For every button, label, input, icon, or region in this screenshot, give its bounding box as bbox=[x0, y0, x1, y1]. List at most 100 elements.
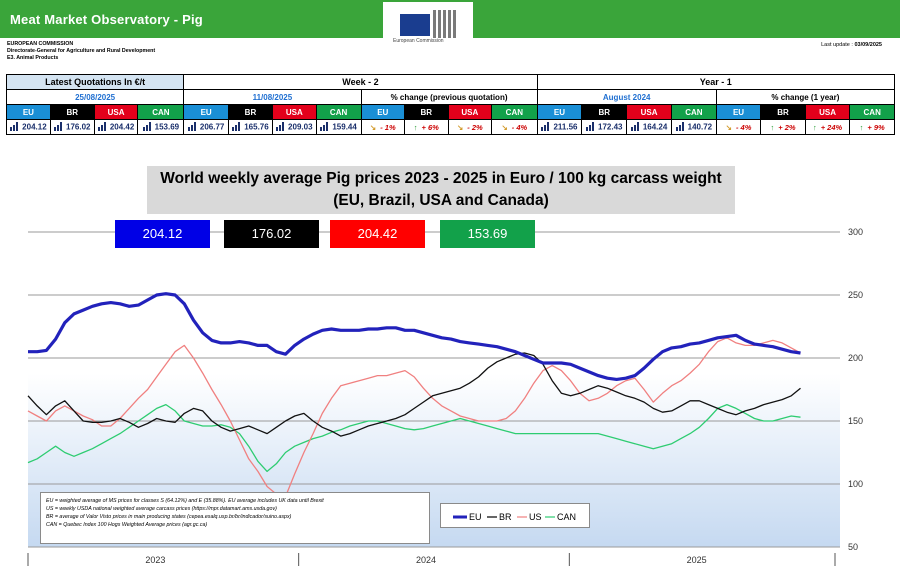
page-title: Meat Market Observatory - Pig bbox=[10, 12, 203, 27]
col-usa: USA bbox=[271, 104, 317, 120]
col-can: CAN bbox=[491, 104, 538, 120]
value-text: 164.24 bbox=[642, 122, 668, 132]
y-tick-label: 50 bbox=[848, 542, 858, 552]
chart-legend: EU BR US CAN bbox=[440, 503, 590, 528]
year-eu-pct: ↘ - 4% bbox=[715, 119, 762, 135]
series-us-line bbox=[27, 337, 801, 498]
bar-chart-icon bbox=[10, 121, 19, 133]
week-eu-value: 206.77 bbox=[183, 119, 230, 135]
trend-arrow-icon: ↑ bbox=[812, 122, 817, 132]
eu-price-box: 204.12 bbox=[115, 220, 210, 248]
col-can: CAN bbox=[137, 104, 185, 120]
trend-arrow-icon: ↑ bbox=[770, 122, 775, 132]
value-text: 159.44 bbox=[332, 122, 357, 132]
y-tick-label: 250 bbox=[848, 290, 863, 300]
col-eu: EU bbox=[6, 104, 51, 120]
building-icon bbox=[430, 10, 460, 40]
value-text: 209.03 bbox=[288, 122, 313, 132]
y-tick-label: 150 bbox=[848, 416, 863, 426]
trend-arrow-icon: ↑ bbox=[413, 122, 418, 132]
legend-br-label: BR bbox=[499, 512, 512, 522]
value-text: 211.56 bbox=[553, 122, 578, 132]
ec-logo: European Commission bbox=[383, 2, 473, 54]
latest-usa-value: 204.42 bbox=[93, 119, 139, 135]
pct-text: + 24% bbox=[820, 122, 843, 132]
col-usa: USA bbox=[626, 104, 672, 120]
x-tick-label: 2025 bbox=[687, 555, 707, 565]
note-line: CAN = Quebec Index 100 Hogs Weighted Ave… bbox=[46, 522, 208, 528]
can-price-box: 153.69 bbox=[440, 220, 535, 248]
value-text: 204.12 bbox=[22, 122, 47, 132]
bar-chart-icon bbox=[320, 121, 329, 133]
chart-title-line2: (EU, Brazil, USA and Canada) bbox=[333, 192, 549, 209]
chart-title: World weekly average Pig prices 2023 - 2… bbox=[147, 166, 735, 214]
series-can-line bbox=[27, 403, 801, 473]
value-text: 204.42 bbox=[109, 122, 135, 132]
pct-text: + 9% bbox=[867, 122, 885, 132]
col-can: CAN bbox=[315, 104, 362, 120]
pct-text: - 2% bbox=[467, 122, 483, 132]
col-eu: EU bbox=[536, 104, 583, 120]
week-usa-pct: ↘ - 2% bbox=[447, 119, 493, 135]
legend-eu-label: EU bbox=[469, 512, 482, 522]
bar-chart-icon bbox=[276, 121, 285, 133]
chart-title-line1: World weekly average Pig prices 2023 - 2… bbox=[160, 170, 722, 187]
legend-us-label: US bbox=[529, 512, 542, 522]
pct-text: - 4% bbox=[735, 122, 752, 132]
bar-chart-icon bbox=[142, 121, 152, 133]
week-can-value: 159.44 bbox=[315, 119, 362, 135]
trend-arrow-icon: ↘ bbox=[501, 122, 508, 132]
pct-text: - 1% bbox=[380, 122, 396, 132]
trend-arrow-icon: ↘ bbox=[725, 122, 732, 132]
col-usa: USA bbox=[447, 104, 493, 120]
x-tick-label: 2023 bbox=[145, 555, 165, 565]
update-value: 03/09/2025 bbox=[854, 42, 882, 48]
latest-quotations-header: Latest Quotations In €/t bbox=[5, 74, 185, 90]
week-can-pct: ↘ - 4% bbox=[491, 119, 538, 135]
value-text: 153.69 bbox=[154, 122, 180, 132]
y-tick-label: 300 bbox=[848, 227, 863, 237]
col-br: BR bbox=[49, 104, 95, 120]
org-line: E3. Animal Products bbox=[7, 55, 59, 61]
bar-chart-icon bbox=[541, 121, 550, 133]
chart-notes: EU = weighted average of MS prices for c… bbox=[40, 492, 430, 544]
value-text: 176.02 bbox=[66, 122, 91, 132]
bar-chart-icon bbox=[97, 121, 107, 133]
update-label: Last update : bbox=[821, 42, 853, 48]
week-br-value: 165.76 bbox=[228, 119, 273, 135]
org-line: EUROPEAN COMMISSION bbox=[7, 41, 74, 47]
last-update: Last update : 03/09/2025 bbox=[821, 42, 882, 48]
value-text: 206.77 bbox=[199, 122, 225, 132]
organisation: EUROPEAN COMMISSION Directorate-General … bbox=[7, 41, 155, 62]
trend-arrow-icon: ↑ bbox=[859, 122, 864, 132]
bar-chart-icon bbox=[232, 121, 241, 133]
bar-chart-icon bbox=[54, 121, 63, 133]
y-tick-label: 200 bbox=[848, 353, 863, 363]
value-text: 165.76 bbox=[244, 122, 269, 132]
col-eu: EU bbox=[715, 104, 762, 120]
eu-flag-icon bbox=[400, 14, 430, 36]
note-line: EU = weighted average of MS prices for c… bbox=[46, 498, 324, 504]
latest-can-value: 153.69 bbox=[137, 119, 185, 135]
bar-chart-icon bbox=[675, 121, 685, 133]
pct-text: + 2% bbox=[778, 122, 796, 132]
br-price-box: 176.02 bbox=[224, 220, 319, 248]
bar-chart-icon bbox=[586, 121, 595, 133]
bar-chart-icon bbox=[187, 121, 197, 133]
col-br: BR bbox=[760, 104, 806, 120]
legend-can-label: CAN bbox=[557, 512, 576, 522]
value-text: 140.72 bbox=[687, 122, 713, 132]
series-eu-line bbox=[28, 292, 801, 381]
y-tick-label: 100 bbox=[848, 479, 863, 489]
note-line: US = weekly USDA national weighted avera… bbox=[46, 506, 277, 512]
trend-arrow-icon: ↘ bbox=[369, 122, 377, 132]
pct-text: + 6% bbox=[421, 122, 439, 132]
pct-text: - 4% bbox=[511, 122, 528, 132]
usa-price-box: 204.42 bbox=[330, 220, 425, 248]
org-line: Directorate-General for Agriculture and … bbox=[7, 48, 156, 54]
year-usa-value: 164.24 bbox=[626, 119, 672, 135]
value-text: 172.43 bbox=[598, 122, 623, 132]
legend-svg: EU BR US CAN bbox=[453, 512, 576, 522]
week-eu-pct: ↘ - 1% bbox=[360, 119, 406, 135]
